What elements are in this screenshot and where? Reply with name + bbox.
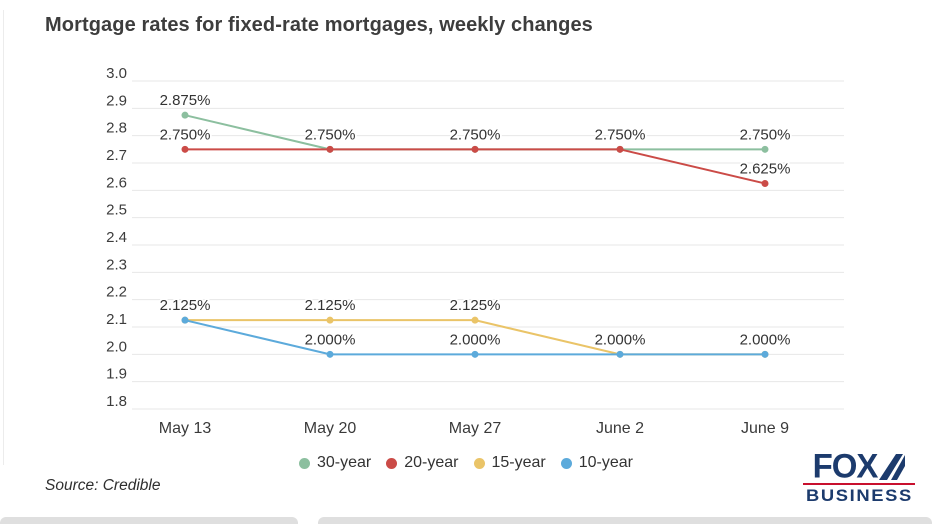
data-point-label: 2.000% — [740, 331, 791, 348]
data-point-label: 2.000% — [740, 331, 791, 348]
legend-label: 30-year — [317, 454, 372, 471]
y-axis-tick-label: 2.9 — [106, 92, 127, 109]
data-point-10-year — [761, 350, 769, 358]
data-point-label: 2.125% — [450, 297, 501, 314]
legend-label: 15-year — [491, 454, 546, 471]
business-logo-text: BUSINESS — [805, 486, 913, 506]
legend-dot-icon — [299, 457, 310, 469]
data-point-label: 2.125% — [160, 297, 211, 314]
y-axis-tick-label: 1.8 — [106, 393, 127, 410]
data-point-label: 2.125% — [160, 297, 211, 314]
legend-dot-icon — [560, 457, 572, 469]
bottom-card-edge-left — [0, 517, 298, 524]
data-point-label: 2.750% — [740, 126, 791, 143]
data-point-label: 2.750% — [305, 126, 356, 143]
data-point-10-year — [471, 350, 479, 358]
chart-legend: 30-year 20-year 15-year 10-year — [0, 454, 932, 472]
y-axis-tick-label: 3.0 — [106, 65, 127, 82]
chart-title: Mortgage rates for fixed-rate mortgages,… — [45, 14, 593, 36]
data-point-20-year — [326, 145, 334, 153]
y-axis-tick-label: 2.2 — [106, 284, 127, 301]
data-point-20-year — [181, 145, 189, 153]
data-point-label: 2.125% — [305, 297, 356, 314]
x-axis-tick-label: May 27 — [449, 420, 502, 437]
source-note: Source: Credible — [45, 477, 161, 494]
y-axis-tick-label: 2.6 — [106, 174, 127, 191]
x-axis-tick-label: June 9 — [741, 420, 789, 437]
data-point-10-year — [326, 350, 334, 358]
legend-dot-icon — [386, 457, 398, 469]
fox-business-logo: FOX BUSINESS — [790, 446, 928, 506]
data-point-20-year — [471, 145, 479, 153]
data-point-label: 2.750% — [305, 126, 356, 143]
legend-dot-icon — [473, 457, 485, 469]
data-point-label: 2.000% — [595, 331, 646, 348]
data-point-15-year — [326, 316, 334, 324]
data-point-label: 2.750% — [595, 126, 646, 143]
y-axis-tick-label: 2.7 — [106, 147, 127, 164]
bottom-card-edge-right — [318, 517, 932, 524]
fox-searchlight-icon — [879, 454, 906, 481]
y-axis-tick-label: 2.8 — [106, 120, 127, 137]
x-axis-tick-label: May 13 — [159, 420, 212, 437]
data-point-label: 2.750% — [160, 126, 211, 143]
x-axis-tick-label: May 20 — [304, 420, 357, 437]
left-edge-divider — [3, 10, 4, 465]
data-point-label: 2.875% — [160, 92, 211, 109]
legend-item-10-year: 10-year — [560, 454, 633, 472]
data-point-label: 2.000% — [305, 331, 356, 348]
data-point-20-year — [761, 180, 769, 187]
legend-label: 10-year — [578, 454, 633, 471]
data-point-15-year — [471, 316, 479, 324]
series-line-20-year — [185, 148, 766, 185]
x-axis-tick-label: June 2 — [596, 420, 644, 437]
y-axis-tick-label: 1.9 — [106, 366, 127, 383]
fox-logo-row: FOX — [812, 446, 906, 485]
data-point-label: 2.000% — [450, 331, 501, 348]
y-axis-tick-label: 2.0 — [106, 338, 127, 355]
y-axis-tick-label: 2.4 — [106, 229, 127, 246]
data-point-label: 2.750% — [595, 126, 646, 143]
legend-item-15-year: 15-year — [473, 454, 546, 472]
data-point-30-year — [761, 145, 769, 153]
fox-logo-text: FOX — [812, 446, 879, 485]
legend-item-30-year: 30-year — [299, 454, 371, 472]
data-point-10-year — [181, 316, 189, 324]
y-axis-tick-label: 2.3 — [106, 256, 127, 273]
data-point-30-year — [181, 111, 189, 119]
data-point-label: 2.750% — [450, 126, 501, 143]
data-point-label: 2.000% — [595, 331, 646, 348]
fox-logo-red-line — [803, 483, 915, 486]
data-point-label: 2.750% — [450, 126, 501, 143]
legend-item-20-year: 20-year — [386, 454, 459, 472]
data-point-20-year — [616, 145, 624, 153]
data-point-10-year — [616, 350, 624, 358]
legend-label: 20-year — [404, 454, 459, 471]
data-point-label: 2.625% — [740, 161, 791, 178]
y-axis-tick-label: 2.1 — [106, 311, 127, 328]
y-axis-tick-label: 2.5 — [106, 202, 127, 219]
